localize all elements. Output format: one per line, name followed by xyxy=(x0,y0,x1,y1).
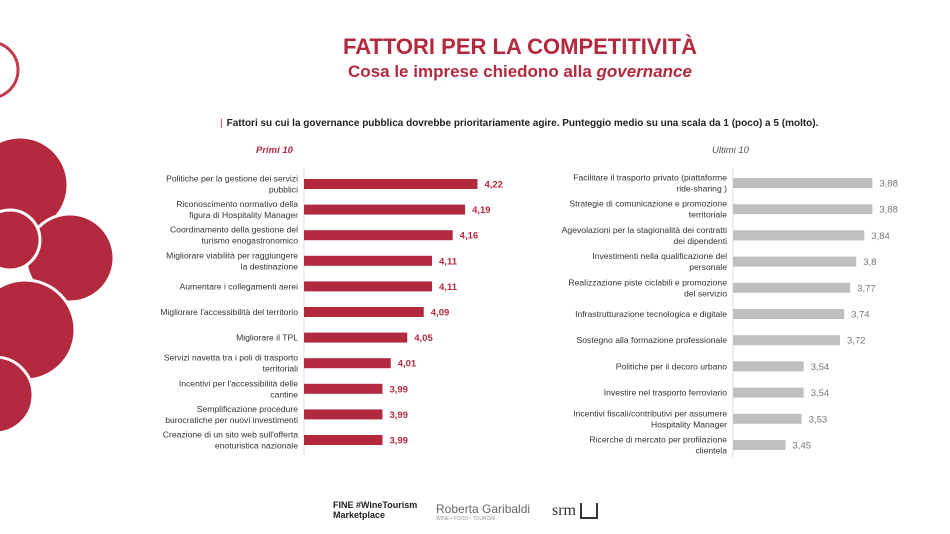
category-label: Politiche per la gestione dei servizi xyxy=(166,174,298,184)
category-label: Aumentare i collegamenti aerei xyxy=(180,281,299,291)
bar xyxy=(304,409,383,420)
data-label: 3,99 xyxy=(389,410,408,421)
category-label: Migliorare l'accessibilità del territori… xyxy=(160,307,298,317)
category-label: Investire nel trasporto ferroviario xyxy=(604,388,727,398)
category-label: personale xyxy=(689,262,727,272)
description-text: Fattori su cui la governance pubblica do… xyxy=(226,118,819,129)
right-chart-title: Ultimi 10 xyxy=(712,145,749,156)
data-label: 3,8 xyxy=(863,257,876,268)
bar xyxy=(733,204,873,215)
category-label: Infrastrutturazione tecnologica e digita… xyxy=(575,309,727,319)
category-label: Coordinamento della gestione del xyxy=(170,225,298,235)
category-label: del servizio xyxy=(684,288,727,298)
bar xyxy=(733,440,786,450)
page-title: FATTORI PER LA COMPETITIVITÀ xyxy=(342,34,698,59)
category-label: Sostegno alla formazione professionale xyxy=(577,335,728,345)
bar xyxy=(733,335,841,346)
chart-description: | Fattori su cui la governance pubblica d… xyxy=(220,118,819,129)
category-label: territoriali xyxy=(263,364,298,374)
category-label: Servizi navetta tra i poli di trasporto xyxy=(164,353,298,363)
left-chart-title: Primi 10 xyxy=(256,145,293,156)
data-label: 3,74 xyxy=(851,310,870,321)
category-label: Migliorare viabilità per raggiungere xyxy=(166,250,298,260)
category-label: Riconoscimento normativo della xyxy=(176,199,298,209)
bar xyxy=(733,256,857,267)
category-label: Facilitare il trasporto privato (piattaf… xyxy=(573,173,727,183)
bar xyxy=(733,309,845,319)
data-label: 3,99 xyxy=(389,384,408,395)
category-label: Hospitality Manager xyxy=(651,419,727,429)
logo-roberta-garibaldi-name: Roberta Garibaldi xyxy=(436,502,531,516)
category-label: Strategie di comunicazione e promozione xyxy=(569,199,727,209)
logo-roberta-garibaldi-tagline: WINE • FOOD • TOURISM xyxy=(436,516,496,522)
data-label: 4,19 xyxy=(472,205,491,216)
data-label: 3,72 xyxy=(847,336,866,347)
category-label: clientela xyxy=(695,446,727,456)
bar xyxy=(304,332,408,343)
data-label: 4,05 xyxy=(414,333,433,344)
data-label: 4,22 xyxy=(484,180,503,191)
category-label: turismo enogastronomico xyxy=(202,236,299,246)
bar xyxy=(733,413,802,424)
category-label: cantine xyxy=(270,389,298,399)
bar xyxy=(304,358,391,369)
bar xyxy=(733,178,873,188)
data-label: 4,01 xyxy=(398,359,417,370)
subtitle-italic: governance xyxy=(596,62,692,81)
category-label: Migliorare il TPL xyxy=(236,333,298,343)
data-label: 3,88 xyxy=(879,179,898,190)
category-label: Politiche per il decoro urbano xyxy=(616,361,728,371)
data-label: 3,77 xyxy=(857,283,876,294)
data-label: 3,84 xyxy=(871,231,890,242)
logo-fine: FINE #WineTourism Marketplace xyxy=(333,500,418,520)
category-label: Semplificazione procedure xyxy=(197,404,298,414)
data-label: 4,09 xyxy=(431,308,450,319)
category-label: Investimenti nella qualificazione del xyxy=(592,251,727,261)
decorative-circles xyxy=(0,42,116,435)
data-label: 3,54 xyxy=(811,388,830,399)
category-label: Agevolazioni per la stagionalità dei con… xyxy=(562,225,727,235)
data-label: 3,45 xyxy=(793,441,812,452)
data-label: 4,16 xyxy=(460,231,479,242)
data-label: 3,54 xyxy=(811,362,830,373)
subtitle-text: Cosa le imprese chiedono alla xyxy=(348,62,597,81)
bar xyxy=(733,387,804,398)
data-label: 3,88 xyxy=(879,205,898,216)
bar xyxy=(733,230,865,241)
bar xyxy=(304,383,383,394)
category-label: figura di Hospitality Manager xyxy=(189,210,298,220)
data-label: 4,11 xyxy=(439,282,458,293)
logo-srm-mark xyxy=(580,503,598,519)
bar xyxy=(733,361,804,372)
category-label: la destinazione xyxy=(241,261,299,271)
category-label: Incentivi fiscali/contributivi per assum… xyxy=(573,408,727,418)
category-label: Incentivi per l'accessibilità delle xyxy=(179,378,298,388)
logo-srm: srm xyxy=(552,502,598,520)
data-label: 4,11 xyxy=(439,256,458,267)
category-label: enoturistica nazionale xyxy=(215,441,298,451)
category-label: Creazione di un sito web sull'offerta xyxy=(163,430,298,440)
category-label: ride-sharing ) xyxy=(676,184,727,194)
bar xyxy=(304,179,478,189)
category-label: burocratiche per nuovi investimenti xyxy=(165,415,298,425)
category-label: territoriale xyxy=(689,210,727,220)
bar xyxy=(304,307,424,317)
page-subtitle: Cosa le imprese chiedono alla governance xyxy=(0,62,950,82)
category-label: Ricerche di mercato per profilazione xyxy=(589,435,727,445)
data-label: 3,99 xyxy=(389,436,408,447)
bar xyxy=(304,281,433,292)
data-label: 3,53 xyxy=(809,414,828,425)
logo-srm-text: srm xyxy=(552,502,576,519)
category-label: pubblici xyxy=(269,185,298,195)
bar xyxy=(733,282,851,293)
category-label: Realizzazione piste ciclabili e promozio… xyxy=(568,277,727,287)
bar xyxy=(304,435,383,445)
bar xyxy=(304,255,433,266)
logo-roberta-garibaldi: Roberta Garibaldi WINE • FOOD • TOURISM xyxy=(436,502,530,522)
category-label: dei dipendenti xyxy=(673,236,727,246)
bar xyxy=(304,230,453,241)
bar xyxy=(304,204,466,215)
